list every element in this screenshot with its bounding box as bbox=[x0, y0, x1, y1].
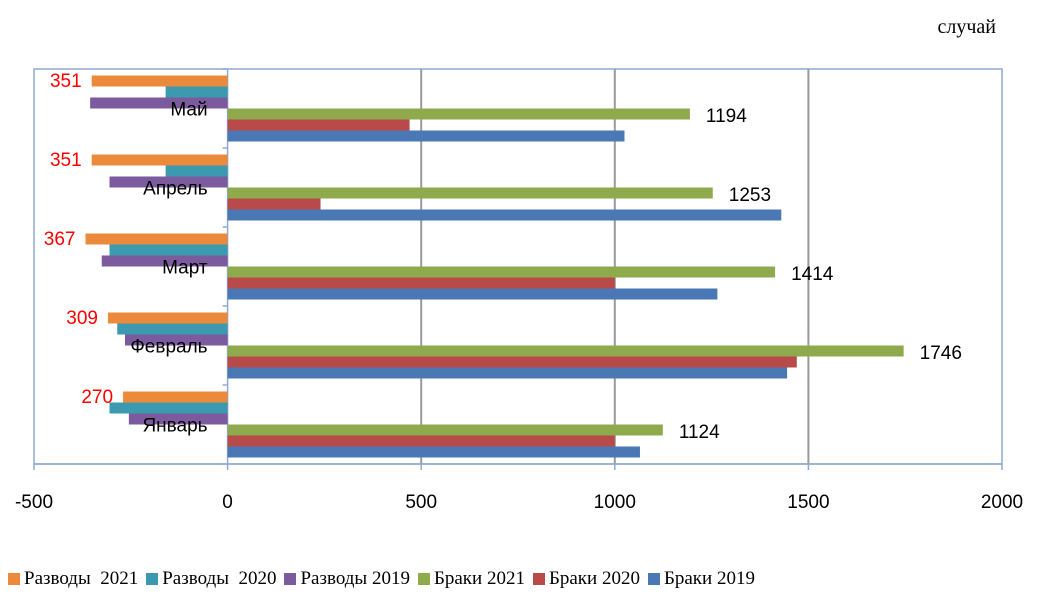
bar bbox=[85, 233, 228, 245]
bar bbox=[227, 446, 640, 458]
legend-item: Браки 2021 bbox=[417, 568, 525, 590]
legend-swatch bbox=[284, 573, 297, 585]
legend-item: Браки 2019 bbox=[647, 568, 755, 590]
bar bbox=[227, 424, 663, 436]
category-label: Февраль bbox=[130, 337, 207, 358]
bar bbox=[109, 244, 228, 256]
category-label: Апрель bbox=[143, 179, 208, 200]
bar bbox=[128, 413, 228, 425]
category-label: Март bbox=[162, 258, 208, 279]
x-tick-label: -500 bbox=[15, 492, 53, 513]
bar bbox=[109, 176, 228, 188]
legend: Разводы 2021 Разводы 2020 Разводы 2019 Брак… bbox=[8, 568, 755, 590]
legend-label: Разводы 2019 bbox=[300, 568, 410, 589]
data-label: 1124 bbox=[679, 422, 720, 443]
bar bbox=[227, 266, 776, 278]
legend-swatch bbox=[8, 573, 20, 585]
bar bbox=[90, 97, 228, 109]
x-tick-label: 2000 bbox=[981, 492, 1023, 513]
bar bbox=[165, 86, 228, 98]
bar bbox=[227, 198, 321, 210]
bar bbox=[107, 312, 228, 324]
data-label: 270 bbox=[81, 387, 113, 408]
bar bbox=[91, 154, 228, 166]
legend-swatch bbox=[417, 573, 430, 585]
data-label: 1746 bbox=[920, 343, 962, 364]
bar bbox=[227, 345, 904, 357]
bar bbox=[227, 277, 615, 289]
bar bbox=[227, 108, 690, 120]
bar bbox=[227, 119, 410, 131]
category-label: Январь bbox=[142, 416, 207, 437]
bar bbox=[227, 435, 615, 447]
category-label: Май bbox=[170, 100, 207, 121]
bar bbox=[101, 255, 228, 267]
legend-label: Браки 2021 bbox=[433, 568, 525, 589]
bar bbox=[227, 130, 625, 142]
legend-item: Браки 2020 bbox=[532, 568, 640, 590]
data-label: 351 bbox=[50, 150, 82, 171]
bar-chart: -500 0 500 1000 1500 2000 Январь Февраль Март Апр… bbox=[15, 68, 1023, 513]
legend-label: Браки 2020 bbox=[548, 568, 640, 589]
bar bbox=[109, 402, 228, 414]
data-label: 309 bbox=[66, 308, 98, 329]
x-tick-label: 0 bbox=[222, 492, 233, 513]
legend-label: Браки 2019 bbox=[663, 568, 755, 589]
bar bbox=[227, 367, 788, 379]
data-label: 367 bbox=[44, 229, 76, 250]
bar bbox=[165, 165, 228, 177]
x-tick-label: 500 bbox=[405, 492, 437, 513]
legend-label: Разводы 2021 bbox=[24, 568, 139, 589]
legend-item: Разводы 2020 bbox=[146, 568, 276, 590]
legend-item: Разводы 2021 bbox=[8, 568, 138, 590]
x-tick-label: 1000 bbox=[594, 492, 636, 513]
bar bbox=[227, 356, 797, 368]
legend-swatch bbox=[647, 573, 660, 585]
unit-label: случай bbox=[937, 16, 997, 38]
bar bbox=[227, 187, 713, 199]
bar bbox=[124, 334, 228, 346]
bar bbox=[227, 209, 782, 221]
legend-swatch bbox=[532, 573, 545, 585]
x-tick-label: 1500 bbox=[787, 492, 829, 513]
bar bbox=[117, 323, 228, 335]
data-label: 351 bbox=[50, 71, 82, 92]
data-label: 1253 bbox=[729, 185, 771, 206]
legend-item: Разводы 2019 bbox=[284, 568, 410, 590]
bar bbox=[123, 391, 228, 403]
data-label: 1194 bbox=[706, 106, 747, 127]
data-label: 1414 bbox=[791, 264, 834, 285]
bar bbox=[91, 75, 228, 87]
bar bbox=[227, 288, 718, 300]
legend-swatch bbox=[146, 573, 159, 585]
legend-label: Разводы 2020 bbox=[162, 568, 277, 589]
